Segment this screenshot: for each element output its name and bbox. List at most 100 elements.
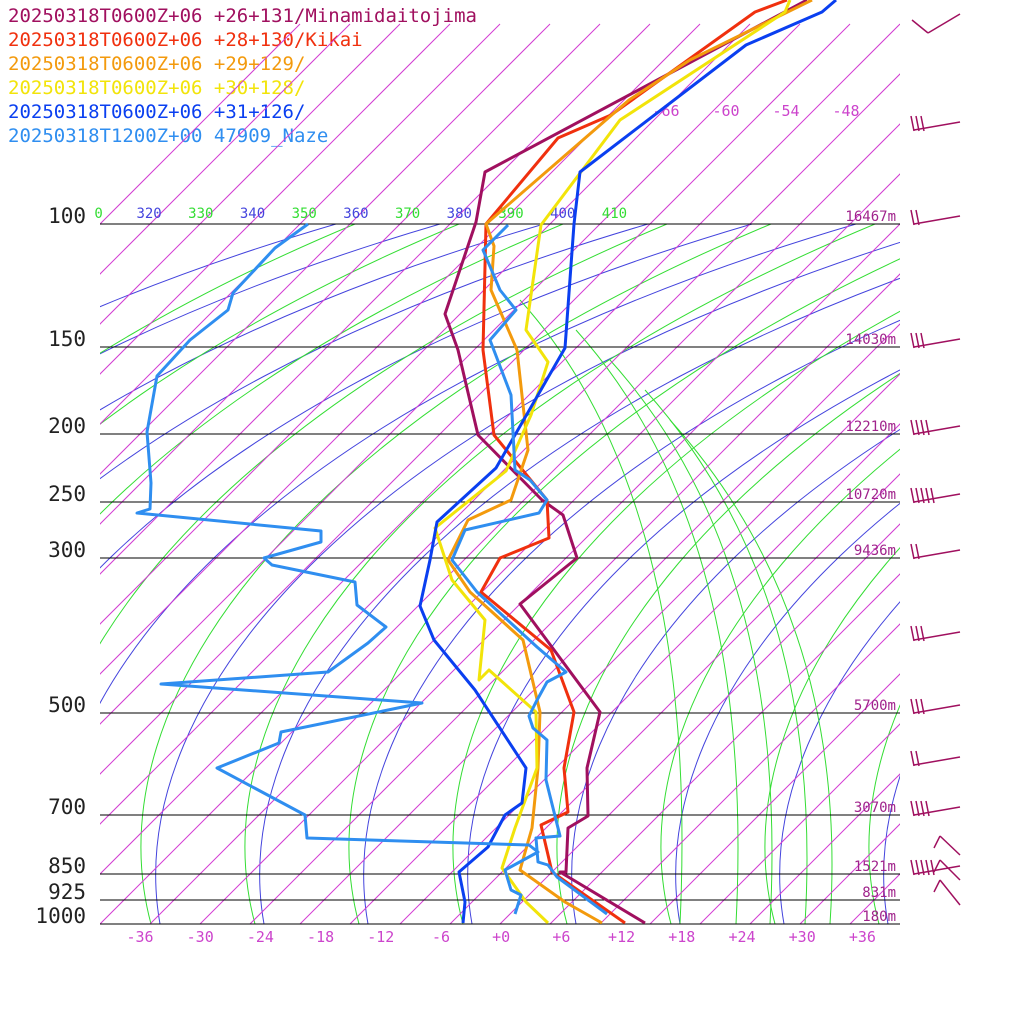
isotherm-label: -48 xyxy=(832,102,859,120)
wind-barb xyxy=(910,625,961,642)
dry-adiabat-line xyxy=(100,224,649,480)
theta-label: 0 xyxy=(94,206,102,222)
isotherm-line xyxy=(899,923,900,924)
pressure-label: 300 xyxy=(48,538,86,562)
pressure-label: 100 xyxy=(48,204,86,228)
moist-adiabat-line xyxy=(100,224,668,645)
temperature-tick-label: -24 xyxy=(247,928,274,946)
wind-barb xyxy=(911,13,961,34)
isotherm-line xyxy=(649,673,900,924)
theta-label: 340 xyxy=(240,206,265,222)
isotherm-line xyxy=(100,23,401,325)
moist-adiabat-line xyxy=(764,547,900,924)
isotherm-line xyxy=(100,23,501,425)
isotherm-line xyxy=(749,773,900,924)
dry-adiabat-line xyxy=(779,601,900,924)
theta-label: 330 xyxy=(188,206,213,222)
isotherm-line xyxy=(599,623,900,924)
theta-label: 400 xyxy=(550,206,575,222)
wind-barb xyxy=(910,209,961,226)
temperature-tick-label: +0 xyxy=(492,928,510,946)
isotherm-label: -54 xyxy=(772,102,799,120)
theta-label: 360 xyxy=(343,206,368,222)
sounding-line xyxy=(418,0,837,924)
isotherm-line xyxy=(100,23,851,775)
temperature-tick-label: -18 xyxy=(307,928,334,946)
theta-label: 380 xyxy=(447,206,472,222)
isotherm-line xyxy=(100,23,701,625)
isotherm-line xyxy=(399,423,900,924)
isotherm-line xyxy=(499,523,900,924)
theta-label: 410 xyxy=(602,206,627,222)
temperature-tick-label: -36 xyxy=(126,928,153,946)
moist-adiabat-line xyxy=(575,329,739,924)
dry-adiabat-line xyxy=(155,241,900,924)
sounding-series xyxy=(135,0,837,924)
moist-adiabat-line xyxy=(973,224,1024,924)
pressure-label: 500 xyxy=(48,693,86,717)
isotherm-line xyxy=(100,23,301,225)
moist-adiabat-line xyxy=(244,224,876,924)
isotherm-line xyxy=(100,23,551,475)
pressure-label: 1000 xyxy=(35,904,86,928)
theta-label: 390 xyxy=(498,206,523,222)
moist-adiabat-line xyxy=(519,299,683,924)
dry-adiabat-line xyxy=(571,429,900,924)
isotherm-line xyxy=(1000,24,1024,924)
dry-adiabat-line xyxy=(988,224,1024,924)
isotherm-line xyxy=(100,23,451,375)
moist-adiabat-line xyxy=(609,359,773,924)
moist-adiabat-line xyxy=(100,224,460,425)
temperature-tick-label: +12 xyxy=(608,928,635,946)
theta-label: 350 xyxy=(292,206,317,222)
theta-labels: 0 320 330 340 350 360 370 380 390 400 410 -66 -60 -54… xyxy=(94,102,859,222)
sounding-line xyxy=(450,223,608,916)
pressure-label: 200 xyxy=(48,414,86,438)
moist-adiabat-line xyxy=(100,224,564,515)
height-label: 3070m xyxy=(854,800,896,816)
wind-barb xyxy=(910,859,961,876)
wind-barb xyxy=(910,800,961,817)
isotherm-line xyxy=(249,273,900,924)
sounding-line xyxy=(135,222,540,915)
legend: 20250318T0600Z+06 +26+131/Minamidaitojim… xyxy=(8,4,477,148)
legend-entry: 20250318T0600Z+06 +26+131/Minamidaitojim… xyxy=(8,5,477,27)
isotherm-line xyxy=(100,23,651,575)
pressure-label: 150 xyxy=(48,327,86,351)
moist-adiabat-line xyxy=(452,310,900,924)
dry-adiabat-line xyxy=(363,319,900,924)
wind-barb xyxy=(933,835,961,856)
height-label: 5700m xyxy=(854,698,896,714)
temperature-tick-label: -12 xyxy=(367,928,394,946)
isotherm-line xyxy=(100,23,900,825)
isotherm-line xyxy=(100,23,801,725)
wind-barb xyxy=(933,879,961,906)
height-label: 12210m xyxy=(845,419,896,435)
isotherm-line xyxy=(349,373,900,924)
wind-barb xyxy=(910,332,961,349)
moist-adiabat-line xyxy=(644,389,808,924)
wind-barb xyxy=(910,419,961,436)
temperature-tick-label: +6 xyxy=(552,928,570,946)
isotherm-label: -66 xyxy=(652,102,679,120)
dry-adiabat-line xyxy=(100,224,753,569)
wind-barb xyxy=(910,115,961,132)
temperature-tick-label: +36 xyxy=(849,928,876,946)
legend-entry: 20250318T0600Z+06 +30+128/ xyxy=(8,77,306,99)
pressure-levels: 100 16467m 150 14030m 200 12210m 250 10720m 300 9… xyxy=(35,204,900,928)
wind-barb xyxy=(910,698,961,715)
wind-barb xyxy=(910,543,961,560)
pressure-label: 250 xyxy=(48,482,86,506)
dry-adiabat-line xyxy=(467,369,900,924)
dry-adiabat-line xyxy=(883,775,900,924)
moist-adiabat-line xyxy=(556,372,900,924)
height-label: 10720m xyxy=(845,487,896,503)
theta-label: 320 xyxy=(136,206,161,222)
temperature-tick-label: +18 xyxy=(668,928,695,946)
legend-entry: 20250318T1200Z+00 47909_Naze xyxy=(8,125,329,147)
wind-barbs xyxy=(910,13,961,906)
moist-adiabat-line xyxy=(348,258,900,924)
height-label: 831m xyxy=(862,885,896,901)
isotherm-line xyxy=(449,473,900,924)
moist-adiabat-line xyxy=(660,448,900,924)
